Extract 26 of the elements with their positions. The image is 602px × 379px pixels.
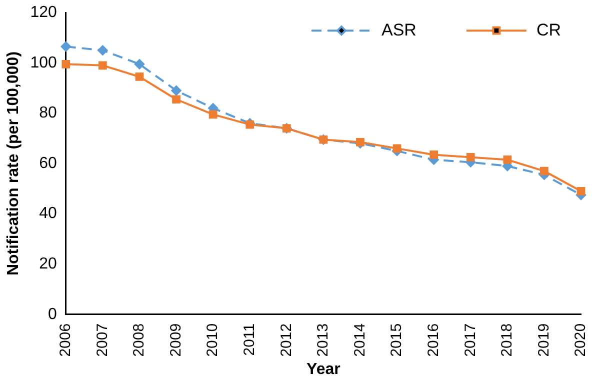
legend-label: ASR [381, 20, 416, 40]
x-tick-label: 2017 [462, 323, 479, 357]
y-tick-label: 0 [48, 306, 57, 323]
x-tick-label: 2012 [278, 323, 295, 357]
x-tick-label: 2006 [57, 323, 74, 357]
x-tick-label: 2013 [314, 323, 332, 357]
x-tick-label: 2014 [351, 323, 368, 357]
y-tick-label: 40 [39, 205, 57, 222]
y-axis-title: Notification rate (per 100,000) [5, 51, 22, 276]
x-tick-label: 2009 [167, 323, 184, 357]
legend-label: CR [536, 20, 562, 40]
y-tick-label: 120 [30, 4, 57, 22]
x-tick-label: 2016 [424, 323, 442, 357]
x-tick-label: 2010 [204, 323, 222, 357]
y-tick-label: 60 [39, 154, 57, 172]
x-tick-label: 2020 [572, 323, 590, 357]
y-tick-label: 80 [39, 104, 57, 122]
x-axis-title: Year [306, 360, 340, 378]
x-tick-label: 2008 [130, 323, 148, 357]
x-tick-label: 2018 [498, 323, 516, 357]
x-tick-label: 2011 [241, 323, 258, 356]
x-tick-label: 2015 [388, 323, 406, 357]
x-tick-label: 2019 [535, 323, 552, 357]
y-tick-label: 100 [30, 54, 57, 72]
x-tick-label: 2007 [94, 323, 111, 357]
y-tick-label: 20 [39, 256, 57, 273]
